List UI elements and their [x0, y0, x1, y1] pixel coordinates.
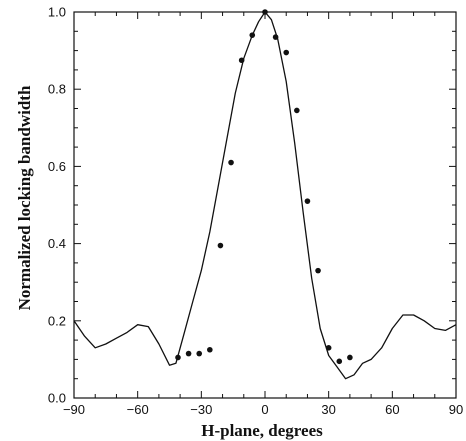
x-tick-label: 30 [321, 402, 335, 417]
y-tick-label: 0.0 [48, 391, 66, 406]
data-point [315, 267, 321, 274]
data-point [336, 358, 343, 365]
y-tick-label: 0.8 [48, 82, 66, 97]
x-tick-label: −60 [127, 402, 149, 417]
y-axis-title: Normalized locking bandwidth [15, 85, 34, 310]
data-point [185, 350, 192, 357]
x-tick-label: 0 [261, 402, 268, 417]
y-tick-label: 0.2 [48, 313, 66, 328]
data-point [304, 198, 311, 204]
data-point [325, 345, 332, 351]
data-point [262, 9, 268, 15]
data-point [249, 32, 256, 38]
data-point [283, 49, 290, 56]
data-point [217, 242, 224, 249]
data-point [196, 350, 203, 357]
data-point [207, 346, 213, 353]
x-axis-title: H-plane, degrees [201, 421, 323, 440]
x-tick-label: 60 [385, 402, 399, 417]
data-point [238, 57, 245, 64]
data-point [272, 34, 279, 40]
data-point [294, 107, 300, 114]
data-point [175, 354, 181, 361]
x-tick-label: −30 [190, 402, 212, 417]
series-line [73, 11, 457, 380]
data-point [228, 159, 234, 166]
plot-frame [73, 11, 457, 399]
y-tick-label: 0.6 [48, 159, 66, 174]
y-tick-label: 0.4 [48, 236, 66, 251]
data-point [347, 354, 353, 361]
x-tick-label: 90 [449, 402, 463, 417]
plot-area: −90 −60 −30 0 30 60 90 0.0 0.2 0.4 0.6 0.8 1.0 [48, 5, 463, 418]
x-tick-label: −90 [63, 402, 85, 417]
y-tick-label: 1.0 [48, 5, 66, 20]
